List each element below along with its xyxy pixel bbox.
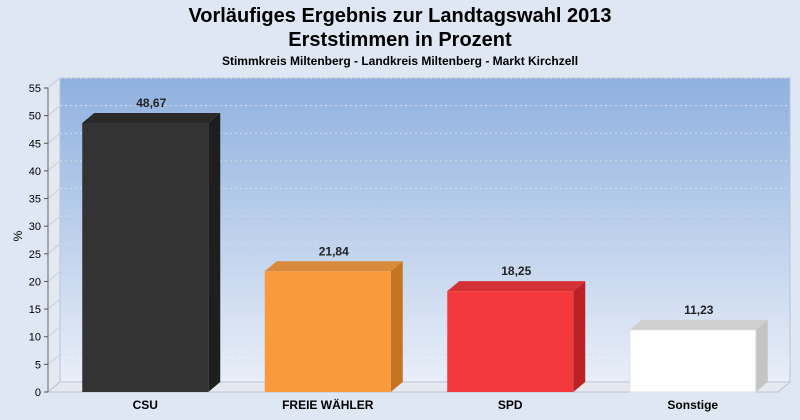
bar-side (755, 319, 768, 392)
y-tick-label: 45 (29, 138, 41, 150)
bars: 48,67 21,84 18,25 11,23 (82, 96, 768, 393)
y-axis-label: % (11, 230, 25, 241)
gridline-side (47, 132, 61, 144)
y-tick-label: 50 (29, 111, 41, 123)
y-tick-label: 10 (29, 332, 41, 344)
gridline-side (47, 105, 61, 117)
x-category-label: Sonstige (667, 398, 718, 412)
x-category-label: FREIE WÄHLER (282, 397, 374, 412)
gridline-side (47, 326, 61, 338)
bar-freie-w-hler: 21,84 (264, 244, 403, 392)
bar-value-label: 21,84 (319, 244, 349, 258)
bar-side (390, 261, 403, 392)
y-tick-label: 25 (29, 249, 41, 261)
y-tick-label: 40 (29, 166, 41, 178)
gridline-side (47, 215, 61, 227)
x-category-label: CSU (133, 398, 158, 412)
bar-top (82, 112, 221, 123)
y-tick-label: 20 (29, 276, 41, 288)
y-axis: 0 5 10 15 20 25 30 35 40 45 50 55 (29, 83, 49, 399)
bar-value-label: 18,25 (501, 264, 531, 278)
bar-top (447, 281, 586, 292)
plot-area (46, 76, 792, 394)
bar-side (208, 112, 221, 392)
chart-title: Vorläufiges Ergebnis zur Landtagswahl 20… (188, 5, 612, 27)
plot-left-wall (47, 76, 61, 394)
bar-side (573, 281, 586, 392)
bar-top (629, 319, 768, 330)
x-category-label: SPD (498, 398, 523, 412)
bar-sonstige: 11,23 (629, 303, 768, 393)
bar-csu: 48,67 (82, 96, 221, 392)
bar-spd: 18,25 (447, 264, 586, 392)
y-tick-label: 35 (29, 194, 41, 206)
y-tick-label: 0 (35, 387, 41, 399)
bar-top (264, 261, 403, 272)
gridline-side (47, 160, 61, 172)
bar-front (264, 271, 391, 392)
gridline-side (47, 353, 61, 365)
y-tick-label: 15 (29, 304, 41, 316)
bar-front (629, 329, 757, 393)
x-axis: CSU FREIE WÄHLER SPD Sonstige (133, 397, 719, 412)
bar-value-label: 48,67 (136, 96, 166, 110)
gridline-side (47, 77, 61, 89)
chart-subtitle: Erststimmen in Prozent (288, 29, 512, 51)
chart-region-caption: Stimmkreis Miltenberg - Landkreis Milten… (221, 54, 579, 68)
gridline-side (47, 271, 61, 282)
gridline-side (47, 298, 61, 310)
y-tick-label: 30 (29, 221, 41, 233)
y-tick-label: 5 (35, 359, 41, 371)
bar-value-label: 11,23 (684, 303, 714, 317)
bar-front (82, 122, 209, 392)
y-tick-label: 55 (29, 83, 41, 95)
bar-front (447, 291, 574, 392)
gridline-side (47, 188, 61, 199)
gridline-side (47, 243, 61, 255)
